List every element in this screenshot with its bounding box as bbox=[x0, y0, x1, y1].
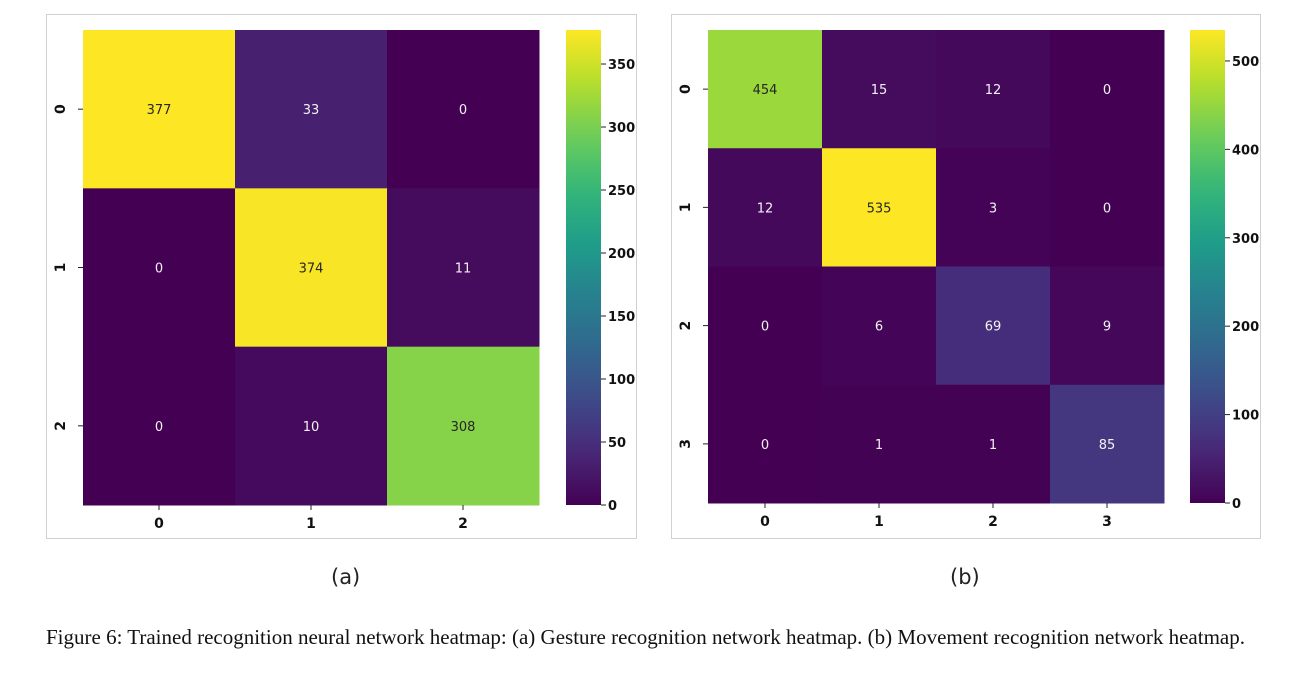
heatmap-a-grid: 377 33 0 0 374 11 0 10 308 bbox=[83, 30, 540, 506]
heatmap-a-svg: 377 33 0 0 374 11 0 10 308 0 1 2 0 1 2 0 50 100 150 200 250 3… bbox=[53, 30, 635, 532]
heatmap-a-cell-1-2 bbox=[387, 188, 540, 348]
heatmap-a-y-tick-label-2: 2 bbox=[53, 421, 69, 431]
heatmap-b-svg: 454 15 12 012 535 3 00 6 69 90 1 1 850 1 2 301230100200… bbox=[678, 30, 1259, 530]
heatmap-b-cell-label-1-0: 12 bbox=[757, 201, 774, 216]
heatmap-b-cell-label-2-1: 6 bbox=[875, 320, 883, 335]
heatmap-b-x-tick-label-3: 3 bbox=[1102, 514, 1112, 530]
heatmap-a-cell-label-1-1: 374 bbox=[299, 262, 324, 277]
heatmap-a-cell-0-1 bbox=[235, 30, 388, 189]
heatmap-a-cell-label-0-1: 33 bbox=[303, 103, 320, 118]
heatmap-b-cell-2-0 bbox=[708, 266, 823, 386]
heatmap-b-colorbar-tick-label-2: 200 bbox=[1232, 320, 1259, 335]
heatmap-b-colorbar-tick-label-3: 300 bbox=[1232, 232, 1259, 247]
heatmap-a-cell-2-1 bbox=[235, 346, 388, 506]
heatmap-b-x-tick-label-1: 1 bbox=[874, 514, 884, 530]
heatmap-a-cell-label-1-2: 11 bbox=[455, 262, 472, 277]
heatmap-b-cell-0-2 bbox=[936, 30, 1051, 149]
heatmap-b-cell-3-2 bbox=[936, 384, 1051, 504]
heatmap-b-colorbar bbox=[1190, 30, 1225, 503]
heatmap-b-cell-label-3-3: 85 bbox=[1099, 438, 1116, 453]
figure-caption: Figure 6: Trained recognition neural net… bbox=[46, 625, 1245, 649]
heatmap-a-colorbar bbox=[566, 30, 601, 505]
heatmap-b-cell-label-3-2: 1 bbox=[989, 438, 997, 453]
heatmap-b-y-tick-label-1: 1 bbox=[678, 203, 694, 213]
heatmap-b-cell-2-2 bbox=[936, 266, 1051, 386]
heatmap-b-y-tick-label-0: 0 bbox=[678, 84, 694, 94]
heatmap-b-cell-label-0-3: 0 bbox=[1103, 83, 1111, 98]
heatmap-b-colorbar-tick-label-0: 0 bbox=[1232, 497, 1241, 512]
heatmap-a-colorbar-tick-label-5: 250 bbox=[608, 184, 635, 199]
heatmap-b-cell-label-2-2: 69 bbox=[985, 320, 1002, 335]
heatmap-b-x-tick-label-2: 2 bbox=[988, 514, 998, 530]
heatmap-b-cell-3-3 bbox=[1050, 384, 1165, 504]
heatmap-a-colorbar-tick-label-2: 100 bbox=[608, 373, 635, 388]
heatmap-a-colorbar-tick-label-7: 350 bbox=[608, 58, 635, 73]
heatmap-b-cell-label-1-2: 3 bbox=[989, 201, 997, 216]
heatmap-a-x-tick-label-0: 0 bbox=[154, 516, 164, 532]
heatmap-a-y-tick-label-1: 1 bbox=[53, 263, 69, 273]
heatmap-a-cell-2-0 bbox=[83, 346, 236, 506]
heatmap-a-cell-2-2 bbox=[387, 346, 540, 506]
heatmap-b-cell-0-0 bbox=[708, 30, 823, 149]
heatmap-a-colorbar-tick-label-6: 300 bbox=[608, 121, 635, 136]
heatmap-a-colorbar-tick-label-4: 200 bbox=[608, 247, 635, 262]
heatmap-b-x-tick-label-0: 0 bbox=[760, 514, 770, 530]
subfigure-label-b: (b) bbox=[950, 565, 980, 589]
heatmap-panel-b: 454 15 12 0 12 535 3 0 0 6 69 9 0 1 1 85 0 1 2 3 0 1 2 3 0 100 200… bbox=[671, 14, 1261, 539]
heatmap-a-cell-0-0 bbox=[83, 30, 236, 189]
heatmap-a-cell-label-2-2: 308 bbox=[451, 420, 476, 435]
heatmap-b-cell-1-3 bbox=[1050, 148, 1165, 267]
heatmap-a-x-tick-label-1: 1 bbox=[306, 516, 316, 532]
heatmap-b-grid: 454 15 12 0 12 535 3 0 0 6 69 9 0 1 1 85 bbox=[708, 30, 1165, 504]
heatmap-a-cell-label-2-0: 0 bbox=[155, 420, 163, 435]
heatmap-a-cell-label-1-0: 0 bbox=[155, 262, 163, 277]
heatmap-a-colorbar-tick-label-0: 0 bbox=[608, 499, 617, 514]
heatmap-b-cell-label-3-0: 0 bbox=[761, 438, 769, 453]
heatmap-b-y-tick-label-3: 3 bbox=[678, 439, 694, 449]
heatmap-a-cell-label-2-1: 10 bbox=[303, 420, 320, 435]
heatmap-b-cell-2-3 bbox=[1050, 266, 1165, 386]
heatmap-a-colorbar-tick-label-1: 50 bbox=[608, 436, 626, 451]
heatmap-a-x-tick-label-2: 2 bbox=[458, 516, 468, 532]
heatmap-b-cell-1-0 bbox=[708, 148, 823, 267]
heatmap-b-cell-3-1 bbox=[822, 384, 937, 504]
heatmap-a-y-tick-label-0: 0 bbox=[53, 104, 69, 114]
heatmap-b-cell-2-1 bbox=[822, 266, 937, 386]
heatmap-a-cell-label-0-2: 0 bbox=[459, 103, 467, 118]
heatmap-b-colorbar-tick-label-4: 400 bbox=[1232, 143, 1259, 158]
heatmap-b-cell-label-1-3: 0 bbox=[1103, 201, 1111, 216]
heatmap-b-cell-label-2-3: 9 bbox=[1103, 320, 1111, 335]
heatmap-b-cell-0-3 bbox=[1050, 30, 1165, 149]
heatmap-a-colorbar-tick-label-3: 150 bbox=[608, 310, 635, 325]
subfigure-label-a: (a) bbox=[331, 565, 361, 589]
heatmap-b-cell-0-1 bbox=[822, 30, 937, 149]
heatmap-b-cell-label-3-1: 1 bbox=[875, 438, 883, 453]
heatmap-a-cell-0-2 bbox=[387, 30, 540, 189]
heatmap-b-cell-1-1 bbox=[822, 148, 937, 267]
heatmap-a-cell-1-1 bbox=[235, 188, 388, 348]
heatmap-b-cell-label-0-0: 454 bbox=[753, 83, 778, 98]
heatmap-panel-a: 377 33 0 0 374 11 0 10 308 0 1 2 0 1 2 0 50 100 150 200 250 3… bbox=[46, 14, 637, 539]
heatmap-b-colorbar-tick-label-5: 500 bbox=[1232, 55, 1259, 70]
heatmap-b-cell-label-1-1: 535 bbox=[867, 201, 892, 216]
heatmap-b-cell-3-0 bbox=[708, 384, 823, 504]
heatmap-b-cell-label-0-2: 12 bbox=[985, 83, 1002, 98]
heatmap-b-colorbar-tick-label-1: 100 bbox=[1232, 409, 1259, 424]
heatmap-b-cell-label-0-1: 15 bbox=[871, 83, 888, 98]
heatmap-a-cell-label-0-0: 377 bbox=[147, 103, 172, 118]
heatmap-b-y-tick-label-2: 2 bbox=[678, 321, 694, 331]
heatmap-b-cell-label-2-0: 0 bbox=[761, 320, 769, 335]
heatmap-b-cell-1-2 bbox=[936, 148, 1051, 267]
heatmap-a-cell-1-0 bbox=[83, 188, 236, 348]
